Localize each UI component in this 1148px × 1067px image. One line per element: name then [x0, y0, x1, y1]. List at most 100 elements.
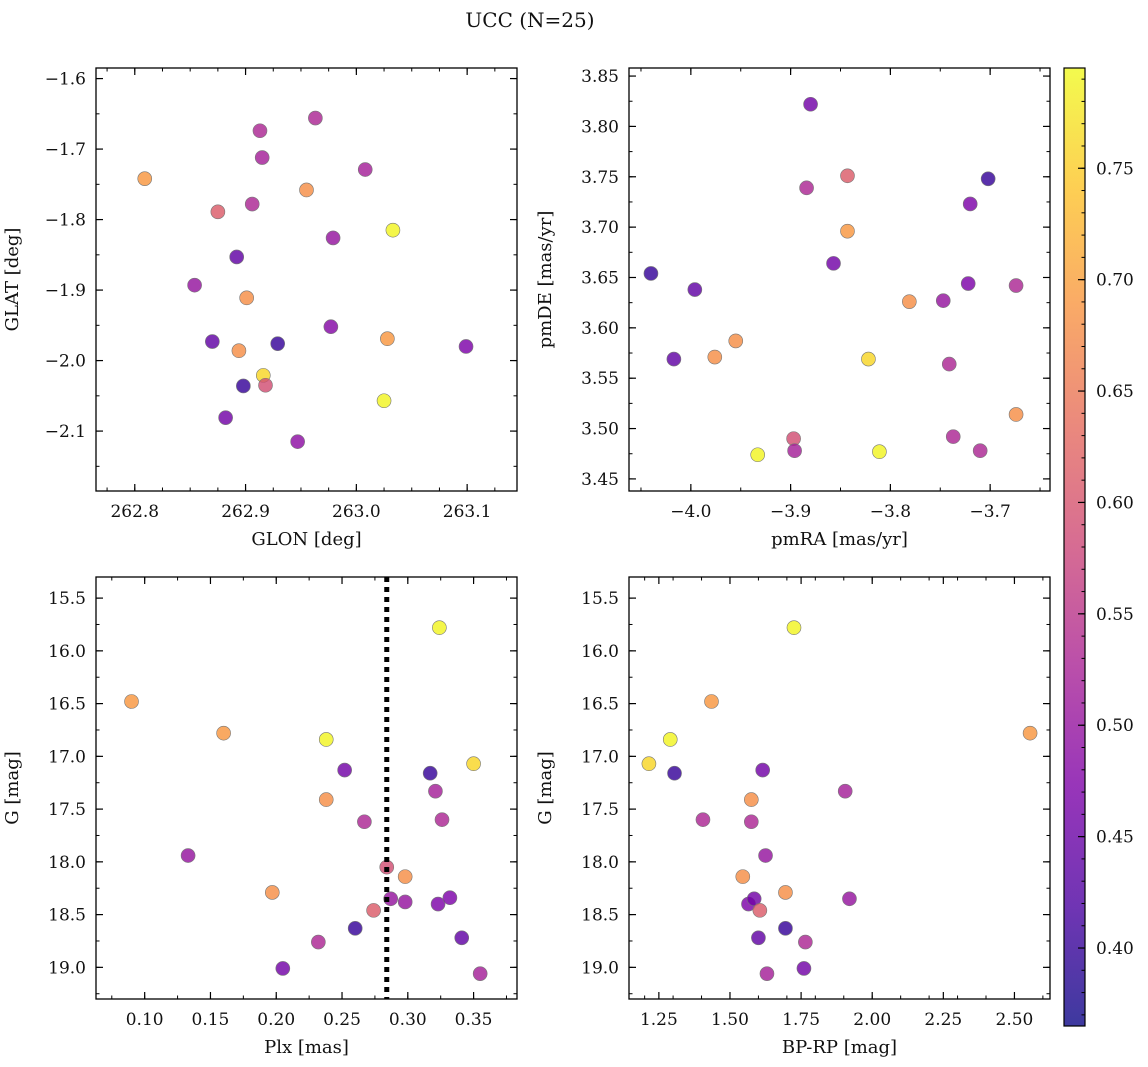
data-point — [383, 891, 399, 907]
data-point — [1022, 725, 1038, 741]
panel-plx-g: 0.10 0.15 0.20 0.25 0.30 0.35 15.5 16.0 16.5 17.0… — [2, 576, 518, 1058]
axes: 262.8 262.9 263.0 263.1 −1.6 −1.7 −1.8 −1.9 −2.0… — [2, 67, 518, 550]
x-axis-label: Plx [mas] — [264, 1037, 349, 1058]
axes: 0.10 0.15 0.20 0.25 0.30 0.35 15.5 16.0 16.5 17.0… — [2, 576, 518, 1058]
data-point — [755, 762, 770, 778]
data-point — [216, 725, 231, 741]
x-tick-label: 0.15 — [192, 1010, 230, 1030]
data-point — [239, 290, 254, 306]
data-point — [254, 150, 270, 165]
data-point — [751, 930, 766, 946]
plot-frame — [95, 576, 518, 1000]
data-point — [796, 961, 812, 976]
data-point — [428, 783, 443, 799]
data-point — [641, 756, 657, 772]
plot-frame — [628, 67, 1051, 492]
y-tick-label: 18.5 — [581, 906, 619, 926]
data-point — [704, 694, 719, 709]
data-point — [311, 934, 326, 950]
data-point — [337, 762, 352, 778]
y-tick-label: 17.0 — [48, 747, 86, 767]
data-point — [980, 171, 996, 187]
y-tick-label: 3.65 — [581, 268, 619, 288]
y-tick-label: 18.5 — [48, 906, 86, 926]
y-tick-label: 16.5 — [48, 695, 86, 715]
data-point — [422, 765, 438, 781]
data-point — [786, 620, 802, 635]
data-point — [229, 249, 245, 265]
data-point — [430, 896, 446, 912]
y-axis-label: G [mag] — [2, 751, 23, 824]
data-point — [707, 349, 723, 365]
colorbar: 0.40 0.45 0.50 0.55 0.60 0.65 0.70 0.75 — [1063, 67, 1134, 1027]
points — [641, 620, 1038, 981]
x-tick-label: 0.20 — [257, 1010, 295, 1030]
data-point — [180, 848, 196, 863]
x-tick-label: −3.8 — [870, 502, 911, 522]
data-point — [842, 891, 857, 907]
data-point — [826, 256, 841, 271]
data-point — [318, 732, 334, 747]
colorbar-tick-label: 0.75 — [1096, 159, 1134, 179]
y-axis-label: GLAT [deg] — [2, 228, 23, 332]
y-tick-label: −1.7 — [45, 140, 86, 160]
data-point — [258, 377, 273, 393]
y-tick-label: 3.60 — [581, 319, 619, 339]
data-point — [434, 812, 450, 827]
data-point — [366, 903, 381, 918]
data-point — [454, 930, 470, 946]
data-point — [799, 180, 814, 196]
y-tick-label: 17.0 — [581, 747, 619, 767]
colorbar-tick-label: 0.70 — [1096, 271, 1134, 291]
x-axis-label: pmRA [mas/yr] — [771, 529, 908, 550]
data-point — [778, 921, 793, 936]
x-axis-label: BP-RP [mag] — [782, 1037, 897, 1058]
data-point — [236, 378, 251, 394]
data-point — [318, 792, 334, 807]
panel-glon-glat: 262.8 262.9 263.0 263.1 −1.6 −1.7 −1.8 −1.9 −2.0… — [2, 67, 518, 550]
data-point — [861, 351, 876, 367]
data-point — [735, 869, 751, 884]
x-tick-label: −3.9 — [770, 502, 811, 522]
y-tick-label: 16.0 — [581, 642, 619, 662]
x-tick-label: 1.50 — [711, 1010, 749, 1030]
y-tick-label: 15.5 — [48, 589, 86, 609]
data-point — [218, 410, 233, 425]
y-tick-label: 3.45 — [581, 470, 619, 490]
y-tick-label: 3.50 — [581, 420, 619, 440]
y-tick-label: 16.5 — [581, 695, 619, 715]
data-point — [744, 814, 759, 830]
x-tick-label: 263.0 — [332, 502, 381, 522]
y-tick-label: 3.70 — [581, 218, 619, 238]
data-point — [902, 294, 917, 309]
points — [643, 96, 1024, 463]
x-tick-label: 262.8 — [110, 502, 159, 522]
data-point — [728, 333, 744, 349]
x-tick-label: 2.50 — [996, 1010, 1034, 1030]
y-tick-label: 3.75 — [581, 168, 619, 188]
y-tick-label: −2.1 — [45, 422, 86, 442]
data-point — [662, 732, 678, 747]
colorbar-tick-label: 0.40 — [1096, 939, 1134, 959]
data-point — [643, 266, 659, 281]
data-point — [325, 230, 341, 246]
colorbar-tick-label: 0.65 — [1096, 382, 1134, 402]
data-point — [299, 182, 314, 198]
data-point — [960, 276, 976, 291]
data-point — [972, 443, 988, 459]
data-point — [357, 162, 373, 177]
x-tick-label: 2.25 — [924, 1010, 962, 1030]
data-point — [380, 331, 395, 347]
figure-title: UCC (N=25) — [465, 8, 594, 32]
data-point — [357, 814, 372, 830]
colorbar-tick-label: 0.50 — [1096, 716, 1134, 736]
data-point — [290, 434, 305, 449]
data-point — [945, 429, 961, 444]
data-point — [124, 694, 139, 709]
data-point — [935, 293, 951, 308]
x-tick-label: 0.35 — [455, 1010, 493, 1030]
data-point — [442, 890, 458, 906]
x-tick-label: 2.00 — [853, 1010, 891, 1030]
data-point — [750, 447, 765, 463]
